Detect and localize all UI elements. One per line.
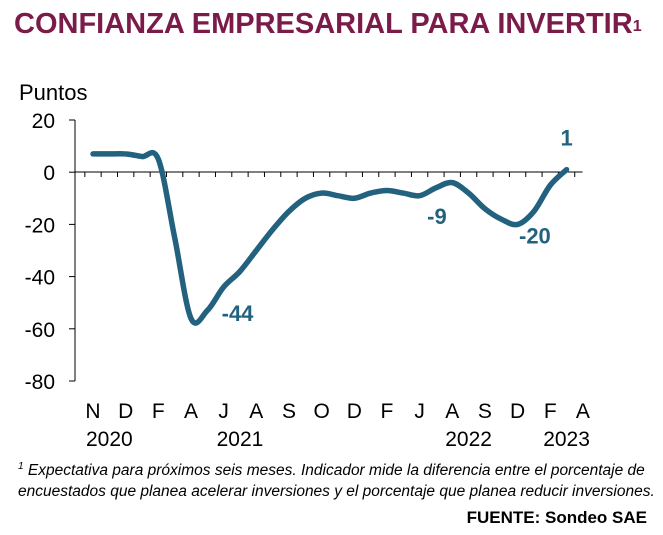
x-month-label: N	[85, 400, 100, 423]
y-tick-label: 0	[43, 162, 55, 185]
source-label: FUENTE: Sondeo SAE	[466, 508, 647, 527]
footnote-superscript: 1	[18, 461, 24, 472]
data-label: -44	[222, 301, 255, 326]
x-month-label: A	[184, 400, 198, 423]
data-label: -20	[519, 223, 551, 248]
x-year-label: 2020	[86, 428, 133, 451]
x-month-label: A	[445, 400, 459, 423]
y-tick-label: 20	[32, 110, 55, 133]
footnote: 1 Expectativa para próximos seis meses. …	[18, 456, 658, 502]
y-tick-label: -60	[25, 319, 55, 342]
chart-title-text: CONFIANZA EMPRESARIAL PARA INVERTIR	[14, 8, 633, 40]
x-month-label: D	[510, 400, 525, 423]
x-month-label: D	[118, 400, 133, 423]
title-superscript: 1	[632, 18, 642, 35]
x-year-label: 2023	[543, 428, 590, 451]
x-month-label: F	[152, 400, 165, 423]
x-month-label: J	[414, 400, 425, 423]
y-tick-label: -20	[25, 214, 55, 237]
data-label: -9	[427, 204, 447, 229]
x-month-label: S	[282, 400, 296, 423]
y-axis-unit-label: Puntos	[19, 80, 88, 105]
x-month-label: A	[576, 400, 590, 423]
footnote-text: Expectativa para próximos seis meses. In…	[18, 462, 655, 501]
x-month-label: S	[478, 400, 492, 423]
x-month-label: D	[347, 400, 362, 423]
x-month-label: F	[544, 400, 557, 423]
x-month-label: F	[381, 400, 394, 423]
x-month-label: J	[218, 400, 229, 423]
chart-title: CONFIANZA EMPRESARIAL PARA INVERTIR1	[14, 6, 654, 43]
x-month-label: A	[249, 400, 263, 423]
x-year-label: 2022	[445, 428, 492, 451]
x-year-label: 2021	[217, 428, 264, 451]
y-tick-label: -40	[25, 267, 55, 290]
x-month-label: O	[313, 400, 329, 423]
data-label: 1	[560, 126, 572, 151]
y-tick-label: -80	[25, 371, 55, 394]
series-line	[90, 149, 570, 326]
